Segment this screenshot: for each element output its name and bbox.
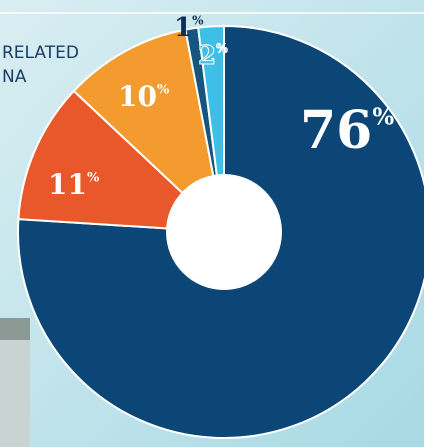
value-unit: % [157, 82, 170, 97]
value-number: 10 [118, 80, 157, 113]
photo-fragment-light [0, 340, 30, 447]
value-number: 76 [300, 100, 372, 161]
value-unit: % [216, 41, 228, 55]
value-unit: % [372, 104, 394, 131]
donut-hole [166, 174, 282, 290]
page: {"chart_data": {"type": "donut", "values… [0, 0, 424, 447]
value-number: 11 [48, 168, 87, 201]
value-unit: % [192, 13, 204, 27]
text-fragment: NA [2, 67, 27, 87]
value-unit: % [87, 170, 100, 185]
value-number: 2 [198, 41, 216, 71]
text-fragment: RELATED [2, 43, 79, 63]
value-number: 1 [174, 13, 192, 43]
chart: RELATED NA 76%11%10%1%2% [0, 0, 424, 447]
